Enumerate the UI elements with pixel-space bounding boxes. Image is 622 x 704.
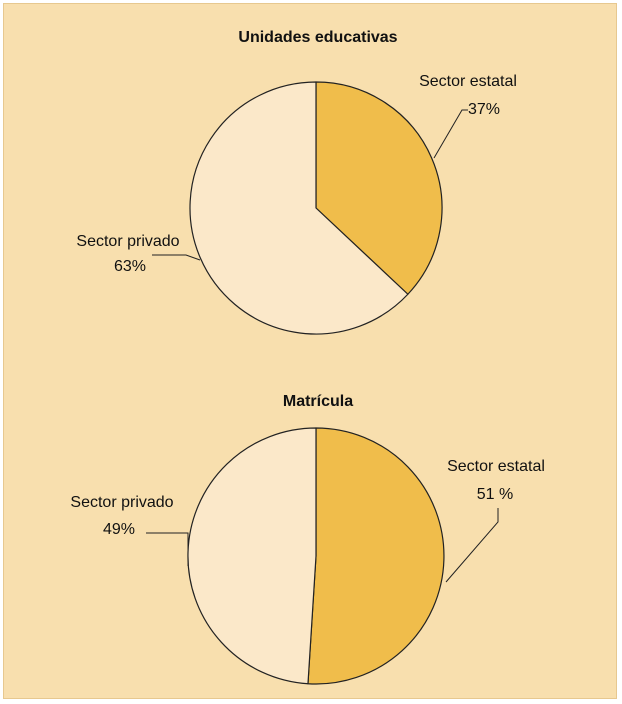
- chart-2-label-privado: Sector privado: [70, 494, 173, 511]
- pie-chart-matricula: [187, 427, 445, 685]
- chart-1-title: Unidades educativas: [238, 29, 397, 46]
- pie-slice-sector-privado: [189, 81, 409, 335]
- chart-2-label-estatal: Sector estatal: [447, 458, 545, 475]
- chart-1-leader-estatal: [433, 109, 468, 159]
- chart-2-value-estatal: 51 %: [477, 486, 513, 503]
- pie-slice-sector-estatal: [307, 427, 445, 685]
- chart-2-leader-privado: [146, 532, 189, 566]
- chart-1-label-privado: Sector privado: [76, 233, 179, 250]
- chart-2-title: Matrícula: [283, 393, 353, 410]
- pie-slice-sector-estatal: [315, 81, 443, 295]
- chart-1-value-estatal: 37%: [468, 101, 500, 118]
- chart-1-label-estatal: Sector estatal: [419, 73, 517, 90]
- pie-slice-sector-privado: [187, 427, 317, 685]
- chart-1-value-privado: 63%: [114, 258, 146, 275]
- chart-2-leader-estatal: [445, 508, 499, 583]
- pie-chart-unidades: [189, 81, 443, 335]
- chart-2-value-privado: 49%: [103, 521, 135, 538]
- chart-1-leader-privado: [152, 254, 201, 261]
